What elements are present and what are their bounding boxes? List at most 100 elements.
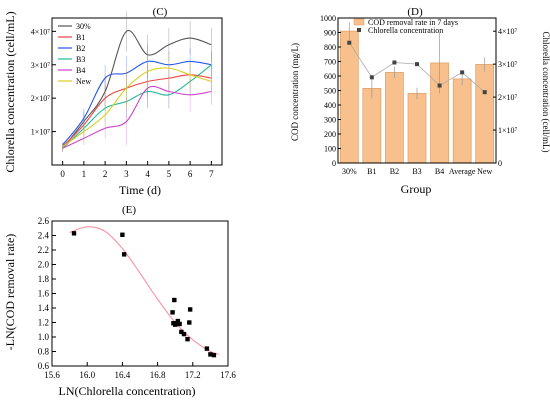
panel-d-bar: [407, 93, 427, 164]
panel-c-legend-label: B3: [76, 55, 85, 64]
panel-c-series-line: [62, 67, 212, 148]
panel-c-legend-label: B1: [76, 33, 85, 42]
panel-d-chlorella-point: [369, 75, 374, 80]
panel-e-xtick-label: 17.2: [185, 370, 201, 380]
panel-c-legend-label: New: [76, 77, 91, 86]
panel-c-xtick-label: 6: [188, 169, 193, 179]
panel-c-xtick-label: 1: [82, 169, 87, 179]
panel-c-xtick-label: 0: [60, 169, 65, 179]
panel-e-ytick-label: 0.8: [38, 347, 50, 357]
panel-d-y2tick-label: 4×10⁷: [498, 27, 518, 36]
panel-d-ytick-label: 0: [332, 159, 336, 168]
panel-e-ytick-label: 1.4: [38, 303, 50, 313]
panel-d-xtick-label: B4: [435, 167, 444, 176]
panel-c-svg: (C) Time (d) Chlorella concentration (ce…: [3, 6, 223, 197]
panel-c-chart: (C) Time (d) Chlorella concentration (ce…: [0, 0, 290, 200]
panel-e-ylabel: -LN(COD removal rate): [3, 234, 17, 351]
panel-e-ytick-label: 0.6: [38, 361, 50, 371]
panel-e-xtick-label: 16.4: [115, 370, 131, 380]
panel-c-xtick-label: 3: [124, 169, 129, 179]
panel-d-y2tick-label: 3×10⁷: [498, 60, 518, 69]
panel-d-svg: (D) Group COD concentration (mg/L) Chlor…: [290, 6, 550, 196]
panel-d-ytick-label: 800: [324, 43, 336, 52]
panel-d-chlorella-point: [482, 90, 487, 95]
panel-d-chlorella-point: [415, 62, 419, 67]
panel-c-xtick-label: 2: [103, 169, 108, 179]
panel-c-ytick-label: 3×10⁷: [31, 61, 51, 70]
panel-d-chlorella-point: [347, 40, 352, 45]
panel-d-label: (D): [407, 6, 423, 18]
panel-c-series-line: [62, 74, 212, 148]
panel-c-xtick-label: 5: [167, 169, 172, 179]
panel-e-label: (E): [122, 204, 136, 216]
panel-e-point: [172, 297, 177, 303]
panel-e-point: [170, 310, 175, 315]
panel-e-point: [179, 329, 184, 335]
panel-e-ytick-label: 1.2: [38, 318, 49, 328]
panel-d-legend-swatch-line: [357, 28, 361, 32]
panel-c-series-line: [62, 85, 212, 149]
panel-d-ytick-label: 1000: [320, 14, 336, 23]
panel-e-point: [121, 252, 127, 257]
panel-c-xtick-label: 7: [209, 169, 214, 179]
panel-c-legend-label: 30%: [76, 22, 91, 31]
panel-d-chlorella-point: [460, 70, 465, 75]
panel-c-label: (C): [153, 6, 168, 18]
panel-e-point: [208, 352, 213, 357]
panel-d-bar: [385, 72, 404, 164]
panel-c-series-line: [62, 29, 212, 149]
panel-e-ytick-label: 1.8: [38, 274, 50, 284]
panel-e-xtick-label: 16.0: [79, 370, 95, 380]
panel-d-xtick-label: B1: [367, 167, 376, 176]
panel-d-chlorella-point: [392, 60, 397, 65]
panel-d-bar: [362, 88, 382, 164]
panel-d-y2tick-label: 2×10⁷: [498, 93, 518, 102]
panel-d-ytick-label: 300: [324, 116, 336, 125]
panel-d-bar: [452, 78, 472, 164]
panel-d-ytick-label: 900: [324, 29, 336, 38]
panel-e-point: [187, 307, 193, 312]
panel-e-ytick-label: 2.2: [38, 245, 49, 255]
panel-d-y2tick-label: 0: [498, 159, 502, 168]
panel-d-xtick-label: New: [477, 167, 492, 176]
panel-e-point: [71, 231, 77, 236]
panel-d-chlorella-point: [437, 83, 442, 88]
panel-d-ylabel-right: Chlorella concentration (cell/mL): [541, 32, 550, 153]
panel-e-point: [120, 232, 125, 237]
panel-e-point: [187, 320, 192, 325]
panel-d-legend-label-line: Chlorella concentration: [368, 26, 443, 35]
panel-c-legend-label: B2: [76, 44, 85, 53]
panel-d-ytick-label: 500: [324, 87, 336, 96]
panel-e-point: [181, 331, 187, 337]
panel-d-bar: [339, 30, 359, 164]
panel-d-bar: [475, 64, 495, 164]
panel-d-xlabel: Group: [401, 182, 432, 196]
panel-d-ytick-label: 700: [324, 58, 336, 67]
panel-d-legend-swatch-bar: [353, 18, 365, 26]
panel-c-xtick-label: 4: [145, 169, 150, 179]
panel-e-ytick-label: 2.6: [38, 216, 50, 226]
panel-d-y2tick-label: 1×10⁷: [498, 126, 518, 135]
panel-e-point: [177, 321, 182, 327]
panel-e-ytick-label: 2.0: [38, 260, 50, 270]
panel-e-xtick-label: 16.8: [150, 370, 166, 380]
panel-e-point: [175, 318, 181, 324]
panel-e-ytick-label: 2.4: [38, 231, 50, 241]
panel-c-ytick-label: 4×10⁷: [31, 27, 51, 36]
panel-e-xlabel: LN(Chlorella concentration): [59, 384, 196, 398]
panel-e-svg: (E) LN(Chlorella concentration) -LN(COD …: [3, 204, 236, 398]
panel-c-series-line: [62, 64, 212, 149]
panel-c-legend-label: B4: [76, 66, 85, 75]
panel-d-xtick-label: B2: [390, 167, 399, 176]
panel-d-chart: (D) Group COD concentration (mg/L) Chlor…: [290, 0, 550, 200]
panel-e-point: [211, 352, 217, 358]
panel-e-fit-curve: [69, 226, 220, 355]
panel-d-xtick-label: Average: [449, 167, 476, 176]
panel-d-ytick-label: 600: [324, 72, 336, 81]
panel-e-ytick-label: 1.6: [38, 289, 50, 299]
panel-c-ytick-label: 1×10⁷: [31, 128, 51, 137]
panel-c-xlabel: Time (d): [119, 183, 161, 197]
panel-e-point: [204, 346, 210, 351]
panel-c-ytick-label: 2×10⁷: [31, 94, 51, 103]
panel-e-ytick-label: 1.0: [38, 332, 50, 342]
